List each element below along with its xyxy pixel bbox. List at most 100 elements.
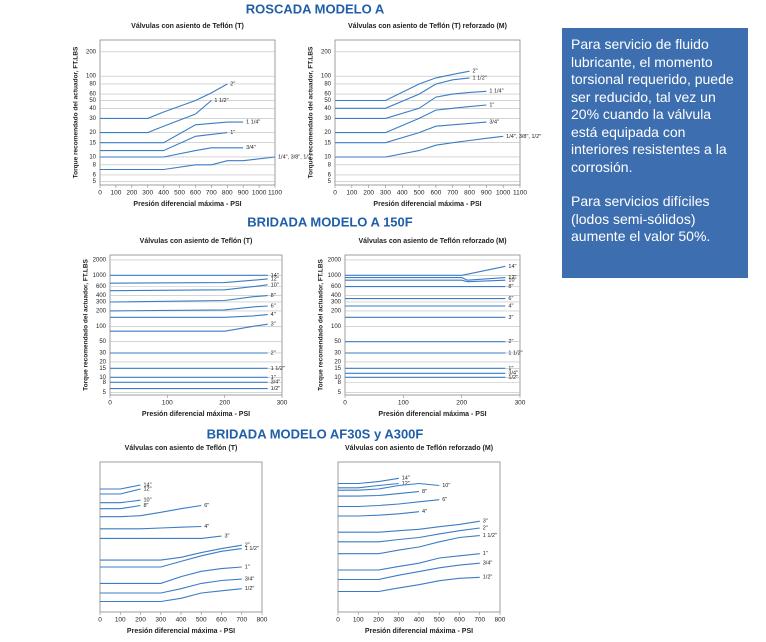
series-label: 8" xyxy=(508,284,513,290)
y-tick-label: 5 xyxy=(93,179,97,185)
series-label: 2" xyxy=(483,525,488,531)
y-tick-label: 400 xyxy=(331,293,342,299)
y-tick-label: 30 xyxy=(89,116,96,122)
series-label: 1 1/2" xyxy=(245,546,259,552)
series-line xyxy=(110,323,268,332)
series-line xyxy=(335,104,487,134)
series-line xyxy=(100,488,141,495)
y-tick-label: 8 xyxy=(328,162,332,168)
series-label: 1" xyxy=(483,551,488,557)
y-tick-label: 100 xyxy=(321,74,332,80)
y-tick-label: 100 xyxy=(96,324,107,330)
y-tick-label: 15 xyxy=(99,366,106,372)
section-heading: BRIDADA MODELO A 150F xyxy=(247,214,412,229)
series-label: 3/4" xyxy=(508,371,518,377)
x-tick-label: 900 xyxy=(238,190,249,197)
chart-title: Válvulas con asiento de Teflón (T) xyxy=(125,445,238,452)
series-line xyxy=(338,562,480,581)
x-tick-label: 0 xyxy=(108,400,112,407)
y-tick-label: 30 xyxy=(99,351,106,357)
y-axis-label: Torque recomendado del actuador, FT.LBS xyxy=(83,258,90,390)
series-line xyxy=(100,578,242,594)
series-label: 3/4" xyxy=(246,145,256,151)
y-tick-label: 50 xyxy=(324,98,331,104)
series-label: 3" xyxy=(271,322,276,328)
series-label: 8" xyxy=(271,293,276,299)
x-tick-label: 200 xyxy=(363,190,374,197)
x-tick-label: 800 xyxy=(464,190,475,197)
series-line xyxy=(338,491,420,497)
y-tick-label: 2000 xyxy=(93,258,107,264)
x-tick-label: 1100 xyxy=(513,190,527,197)
plot-frame xyxy=(99,39,276,186)
series-label: 3/4" xyxy=(483,561,493,567)
series-label: 10" xyxy=(144,498,152,504)
chart-title: Válvulas con asiento de Teflón (T) xyxy=(131,23,244,30)
series-label: 3" xyxy=(508,315,513,321)
series-line xyxy=(109,305,268,312)
x-tick-label: 600 xyxy=(216,617,227,624)
series-label: 12" xyxy=(508,275,516,281)
y-tick-label: 20 xyxy=(324,130,331,136)
y-tick-label: 40 xyxy=(89,106,96,112)
x-tick-label: 100 xyxy=(110,190,121,197)
series-label: 1" xyxy=(508,366,513,372)
chart-title: Válvulas con asiento de Teflón reforzado… xyxy=(345,445,493,452)
series-line xyxy=(100,544,242,561)
series-label: 3/4" xyxy=(489,120,499,126)
series-label: 1/4", 3/8", 1/2" xyxy=(506,134,541,140)
note-paragraph: Para servicio de fluido lubricante, el m… xyxy=(571,36,734,175)
series-label: 3/4" xyxy=(245,577,255,583)
x-tick-label: 0 xyxy=(98,617,102,624)
y-tick-label: 30 xyxy=(324,116,331,122)
x-tick-label: 200 xyxy=(219,400,230,407)
series-line xyxy=(110,314,268,318)
series-line xyxy=(100,83,228,119)
x-tick-label: 0 xyxy=(333,190,337,197)
y-tick-label: 15 xyxy=(324,140,331,146)
series-line xyxy=(100,504,141,510)
series-label: 12" xyxy=(144,486,152,492)
series-line xyxy=(100,121,244,144)
series-label: 3" xyxy=(483,519,488,525)
x-tick-label: 600 xyxy=(454,617,465,624)
series-line xyxy=(338,520,480,533)
x-tick-label: 400 xyxy=(414,617,425,624)
x-tick-label: 300 xyxy=(142,190,153,197)
y-tick-label: 200 xyxy=(86,49,97,55)
series-label: 2" xyxy=(230,81,235,87)
x-axis-label: Presión diferencial máxima - PSI xyxy=(373,201,481,208)
series-label: 12" xyxy=(271,276,279,282)
series-line xyxy=(335,121,487,144)
y-tick-label: 80 xyxy=(324,82,331,88)
x-tick-label: 0 xyxy=(98,190,102,197)
series-label: 1" xyxy=(245,564,250,570)
x-tick-label: 700 xyxy=(447,190,458,197)
x-tick-label: 300 xyxy=(393,617,404,624)
series-line xyxy=(100,588,242,603)
x-tick-label: 300 xyxy=(515,400,526,407)
x-tick-label: 800 xyxy=(257,617,268,624)
y-axis-label: Torque recomendado del actuador, FT.LBS xyxy=(318,258,325,390)
y-tick-label: 8 xyxy=(93,162,97,168)
series-label: 1" xyxy=(230,130,235,136)
x-tick-label: 400 xyxy=(158,190,169,197)
series-label: 1 1/2" xyxy=(271,366,285,372)
series-line xyxy=(100,484,141,490)
series-label: 1" xyxy=(271,375,276,381)
y-tick-label: 6 xyxy=(93,172,97,178)
y-tick-label: 20 xyxy=(89,130,96,136)
series-label: 4" xyxy=(422,509,427,515)
y-tick-label: 10 xyxy=(334,375,341,381)
x-tick-label: 300 xyxy=(277,400,288,407)
series-label: 4" xyxy=(508,303,513,309)
x-tick-label: 0 xyxy=(343,400,347,407)
series-line xyxy=(100,147,244,158)
series-line xyxy=(338,511,420,517)
x-tick-label: 0 xyxy=(336,617,340,624)
x-tick-label: 100 xyxy=(162,400,173,407)
series-label: 10" xyxy=(442,483,450,489)
series-line xyxy=(100,566,242,584)
note-paragraph: Para servicios difíciles (lodos semi-sól… xyxy=(571,193,711,244)
